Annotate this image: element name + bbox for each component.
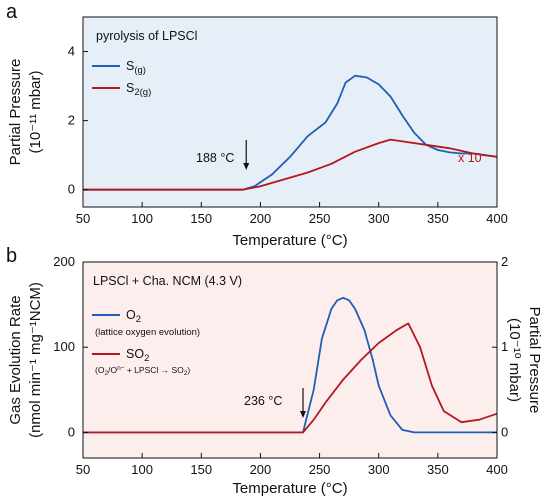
panel-b-onset-arrow (300, 388, 307, 418)
panel-a-y-axis-label-line2: (10⁻¹¹ mbar) (27, 71, 44, 154)
panel-b-right-y-ticks: 0 1 2 (492, 254, 508, 439)
x-tick-label: 150 (190, 211, 212, 226)
panel-b-left-y-ticks: 0 100 200 (53, 254, 88, 439)
panel-a-y-axis-label-line1: Partial Pressure (7, 59, 24, 166)
onset-arrow-head (243, 163, 250, 170)
panel-b-onset-label: 236 °C (244, 394, 282, 408)
y-tick-label: 0 (68, 182, 75, 197)
panel-a-series (83, 74, 498, 191)
legend-so2-note: (O2/On− + LPSCl → SO2) (95, 365, 190, 377)
left-y-tick-label: 200 (53, 254, 75, 269)
x-tick-label: 100 (131, 462, 153, 477)
panel-b-label: b (6, 245, 17, 267)
panel-a-y-ticks: 0 2 4 (68, 44, 88, 197)
legend-so2-label: SO2 (126, 347, 149, 364)
panel-b-right-y-axis-label-line1: Partial Pressure (526, 307, 543, 414)
panel-b-x-axis-label: Temperature (°C) (232, 480, 347, 497)
x-tick-label: 200 (250, 462, 272, 477)
x-tick-label: 350 (427, 211, 449, 226)
panel-a: a 50 100 150 200 250 300 350 400 0 2 4 Temperatur… (6, 1, 508, 249)
panel-b-annotation-title: LPSCl + Cha. NCM (4.3 V) (93, 274, 242, 288)
x-tick-label: 200 (250, 211, 272, 226)
legend-s-label: S(g) (126, 59, 146, 76)
panel-a-x-axis-label: Temperature (°C) (232, 232, 347, 249)
x-tick-label: 250 (309, 211, 331, 226)
panel-b-plot-area (83, 262, 497, 458)
panel-a-frame (82, 16, 498, 208)
x-tick-label: 350 (427, 462, 449, 477)
panel-b-left-y-axis-label-line1: Gas Evolution Rate (7, 295, 24, 424)
panel-a-onset-arrow (243, 140, 250, 170)
x-tick-label: 150 (190, 462, 212, 477)
legend-o2-label: O2 (126, 308, 141, 325)
panel-a-label: a (6, 1, 18, 23)
onset-arrow-head (300, 411, 307, 418)
x-tick-label: 50 (76, 211, 90, 226)
x-tick-label: 100 (131, 211, 153, 226)
panel-b-right-y-axis-label-line2: (10⁻¹⁰ mbar) (506, 318, 523, 402)
panel-b-frame (82, 261, 498, 459)
x-tick-label: 300 (368, 462, 390, 477)
panel-b-x-ticks: 50 100 150 200 250 300 350 400 (76, 453, 508, 477)
panel-a-x-ticks: 50 100 150 200 250 300 350 400 (76, 202, 508, 226)
right-y-tick-label: 0 (501, 424, 508, 439)
panel-b-series (83, 296, 498, 434)
series-line-s (83, 74, 498, 191)
panel-a-onset-label: 188 °C (196, 151, 234, 165)
series-line-s2 (83, 138, 498, 191)
x-tick-label: 250 (309, 462, 331, 477)
x-tick-label: 50 (76, 462, 90, 477)
left-y-tick-label: 0 (68, 424, 75, 439)
panel-a-plot-area (83, 17, 497, 207)
x-tick-label: 400 (486, 462, 508, 477)
y-tick-label: 4 (68, 44, 75, 59)
legend-o2-note: (lattice oxygen evolution) (95, 327, 200, 338)
x-tick-label: 300 (368, 211, 390, 226)
series-line-so2 (83, 322, 498, 434)
panel-b-left-y-axis-label-line2: (nmol min⁻¹ mg⁻¹NCM) (27, 282, 44, 438)
panel-b: b 50 100 150 200 250 300 350 400 0 100 200 0 1 2 Te… (6, 245, 543, 497)
right-y-tick-label: 2 (501, 254, 508, 269)
x-tick-label: 400 (486, 211, 508, 226)
legend-s2-label: S2(g) (126, 81, 151, 98)
panel-a-annotation-title: pyrolysis of LPSCl (96, 29, 197, 43)
y-tick-label: 2 (68, 113, 75, 128)
panel-a-scale-note: x 10 (458, 151, 482, 165)
right-y-tick-label: 1 (501, 339, 508, 354)
left-y-tick-label: 100 (53, 339, 75, 354)
